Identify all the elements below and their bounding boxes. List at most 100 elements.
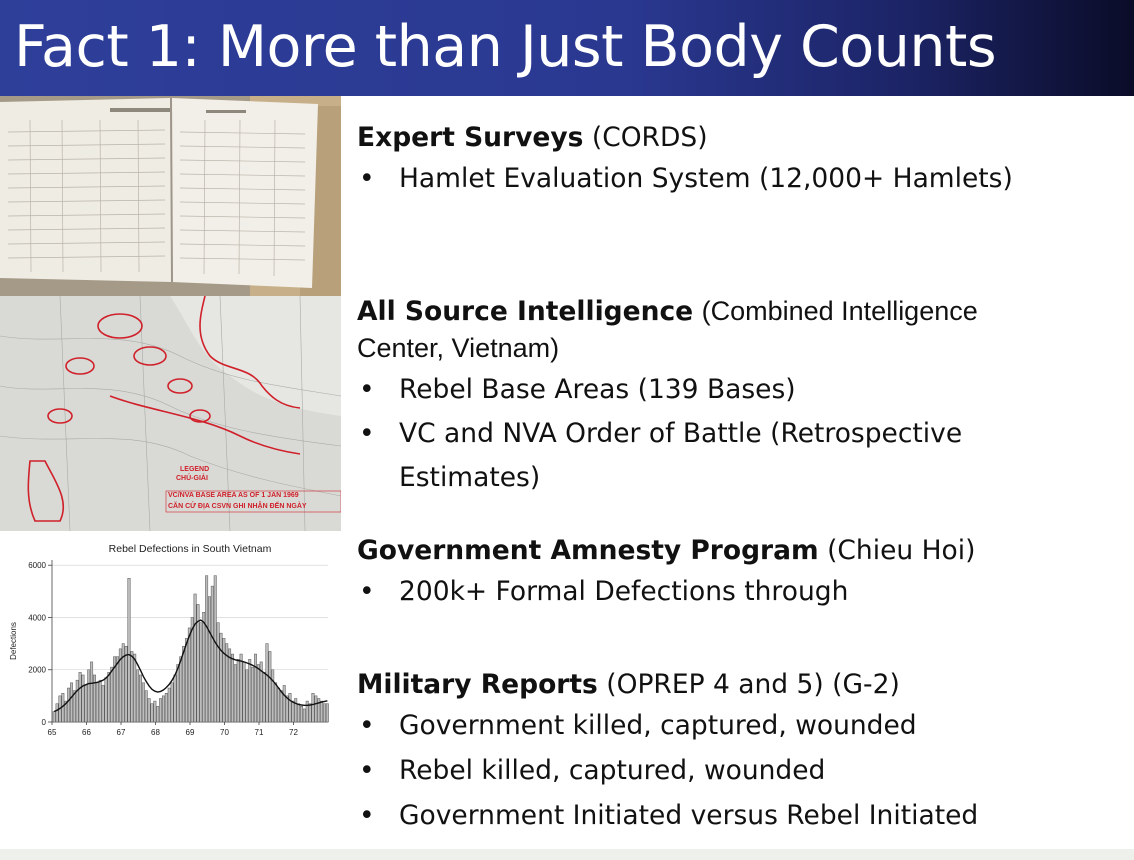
chart-bar	[104, 677, 108, 723]
chart-bar	[87, 669, 91, 723]
chart-bar	[93, 674, 96, 723]
section-heading: Government Amnesty Program (Chieu Hoi)	[357, 533, 1127, 569]
chart-bar	[164, 693, 168, 723]
section-heading: Military Reports (OPREP 4 and 5) (G-2)	[357, 667, 1127, 703]
bullet-item: • Rebel Base Areas (139 Bases)	[357, 367, 1127, 412]
chart-bar	[205, 575, 209, 723]
chart-xtick-label: 68	[151, 728, 160, 737]
map-legend-line2: CĂN CỨ ĐỊA CSVN GHI NHẬN ĐẾN NGÀY	[168, 500, 307, 510]
chart-ytick-label: 6000	[28, 561, 46, 570]
chart-bar	[67, 687, 71, 723]
chart-bar	[167, 687, 171, 723]
chart-bar	[121, 643, 125, 723]
bullet-item: • 200k+ Formal Defections through	[357, 569, 1127, 614]
chart-bar	[162, 695, 165, 723]
map-legend-subtitle: CHÚ-GIẢI	[176, 473, 208, 482]
chart-bar	[176, 664, 180, 723]
chart-bar	[101, 685, 105, 723]
chart-bar	[271, 669, 275, 723]
map-legend-title: LEGEND	[180, 466, 209, 473]
chart-bar	[202, 612, 206, 723]
chart-bar	[118, 648, 122, 723]
chart-bar	[107, 672, 111, 723]
chart-xtick-label: 67	[117, 728, 126, 737]
chart-bar	[236, 659, 240, 723]
chart-bar	[210, 585, 214, 723]
chart-bar	[285, 695, 289, 723]
bullet-item: • Rebel killed, captured, wounded	[357, 748, 1127, 793]
section-heading-note: (Combined Intelligence Center, Vietnam)	[357, 296, 978, 363]
chart-bar	[305, 700, 309, 723]
bullet-list: • 200k+ Formal Defections through	[357, 569, 1127, 614]
chart-bar	[222, 638, 226, 723]
chart-bar	[282, 685, 286, 723]
chart-bar	[95, 682, 99, 723]
section-heading: Expert Surveys (CORDS)	[357, 120, 1127, 156]
chart-bar	[139, 674, 142, 723]
chart-bar	[231, 653, 234, 723]
chart-bar	[245, 669, 249, 723]
chart-bar	[262, 672, 266, 723]
chart-bar	[265, 643, 269, 723]
chart-bar	[268, 651, 272, 723]
map-legend-line1: VC/NVA BASE AREA AS OF 1 JAN 1969	[168, 492, 299, 499]
chart-bar	[182, 645, 186, 723]
chart-xtick-label: 71	[255, 728, 264, 737]
section-government-amnesty: Government Amnesty Program (Chieu Hoi) •…	[357, 533, 1127, 614]
defections-chart: Rebel Defections in South Vietnam Defecti…	[0, 538, 345, 748]
chart-bar	[113, 656, 117, 723]
section-heading-bold: All Source Intelligence	[357, 296, 694, 327]
slide-title: Fact 1: More than Just Body Counts	[14, 14, 997, 80]
chart-bar	[213, 575, 217, 723]
chart-bar	[70, 682, 73, 723]
section-heading-bold: Expert Surveys	[357, 122, 584, 153]
chart-bar	[288, 693, 292, 723]
chart-bar	[130, 651, 134, 723]
chart-bar	[75, 679, 79, 723]
chart-bar	[317, 698, 321, 723]
ledger-photo-icon	[0, 96, 341, 296]
chart-bar	[170, 682, 174, 723]
chart-bar	[144, 690, 148, 723]
chart-xtick-label: 72	[289, 728, 298, 737]
bullet-icon: •	[359, 576, 375, 607]
chart-xtick-label: 66	[82, 728, 91, 737]
chart-bar	[225, 643, 229, 723]
chart-bar	[124, 645, 128, 723]
chart-bar	[219, 632, 223, 723]
chart-bar	[190, 617, 194, 723]
chart-bar	[184, 638, 188, 723]
chart-bar	[297, 703, 301, 723]
chart-ytick-label: 0	[42, 718, 47, 727]
chart-bar	[156, 706, 160, 723]
chart-bar	[302, 708, 306, 723]
chart-bar	[259, 661, 263, 723]
bullet-icon: •	[359, 163, 375, 194]
bullet-item: • Government Initiated versus Rebel Initi…	[357, 793, 1127, 838]
chart-bar	[127, 578, 131, 723]
map-photo-icon: LEGEND CHÚ-GIẢI VC/NVA BASE AREA AS OF 1…	[0, 296, 341, 531]
section-heading-bold: Military Reports	[357, 669, 598, 700]
chart-bar	[196, 604, 200, 723]
bullet-item: • Government killed, captured, wounded	[357, 703, 1127, 748]
chart-bar	[81, 674, 85, 723]
chart-bar	[179, 656, 183, 723]
chart-bar	[216, 622, 220, 723]
chart-bar	[52, 711, 56, 723]
chart-bar	[193, 593, 197, 723]
section-heading: All Source Intelligence (Combined Intell…	[357, 293, 1037, 367]
chart-bar	[233, 664, 237, 723]
chart-bar	[311, 693, 315, 723]
chart-title: Rebel Defections in South Vietnam	[109, 543, 272, 555]
bullet-list: • Government killed, captured, wounded • R…	[357, 703, 1127, 838]
chart-bar	[150, 703, 154, 723]
chart-bar	[325, 703, 329, 723]
chart-bar	[274, 682, 278, 723]
bullet-icon: •	[359, 755, 375, 786]
title-bar: Fact 1: More than Just Body Counts	[0, 0, 1134, 96]
chart-bar	[199, 622, 203, 723]
section-heading-note: (Chieu Hoi)	[827, 535, 976, 566]
chart-bar	[141, 682, 145, 723]
chart-bar	[300, 706, 303, 723]
bullet-icon: •	[359, 800, 375, 831]
